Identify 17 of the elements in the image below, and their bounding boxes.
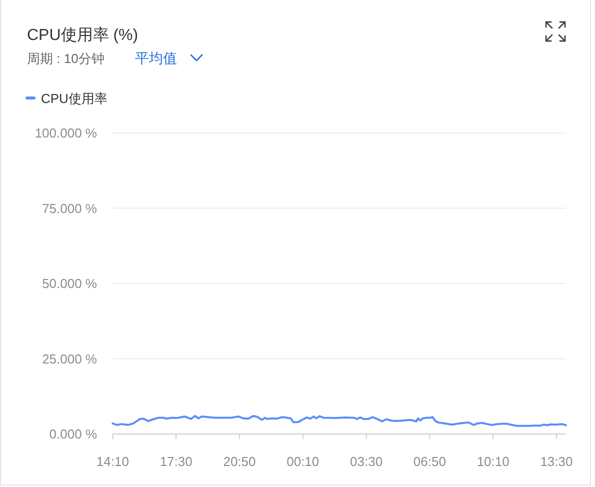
chart-title: CPU使用率 (%) [27,26,138,44]
legend-label: CPU使用率 [41,91,108,106]
y-tick-label: 100.000 % [34,126,98,141]
y-tick-label: 0.000 % [49,426,98,442]
x-tick-label: 17:30 [160,454,192,469]
y-tick-label: 75.000 % [42,200,98,216]
text: 平均值 [135,50,177,66]
x-tick-label: 00:10 [286,454,320,469]
chart-subtitle: 周期 : 10分钟 [27,51,104,66]
x-tick-label: 06:50 [413,454,446,469]
x-tick-label: 20:50 [223,454,256,469]
y-tick-label: 50.000 % [42,276,98,292]
x-tick-label: 03:30 [350,454,383,469]
y-tick-label: 25.000 % [42,351,98,366]
x-tick-label: 10:10 [476,454,510,469]
x-tick-label: 13:30 [540,454,573,469]
x-tick-label: 14:10 [96,454,129,469]
